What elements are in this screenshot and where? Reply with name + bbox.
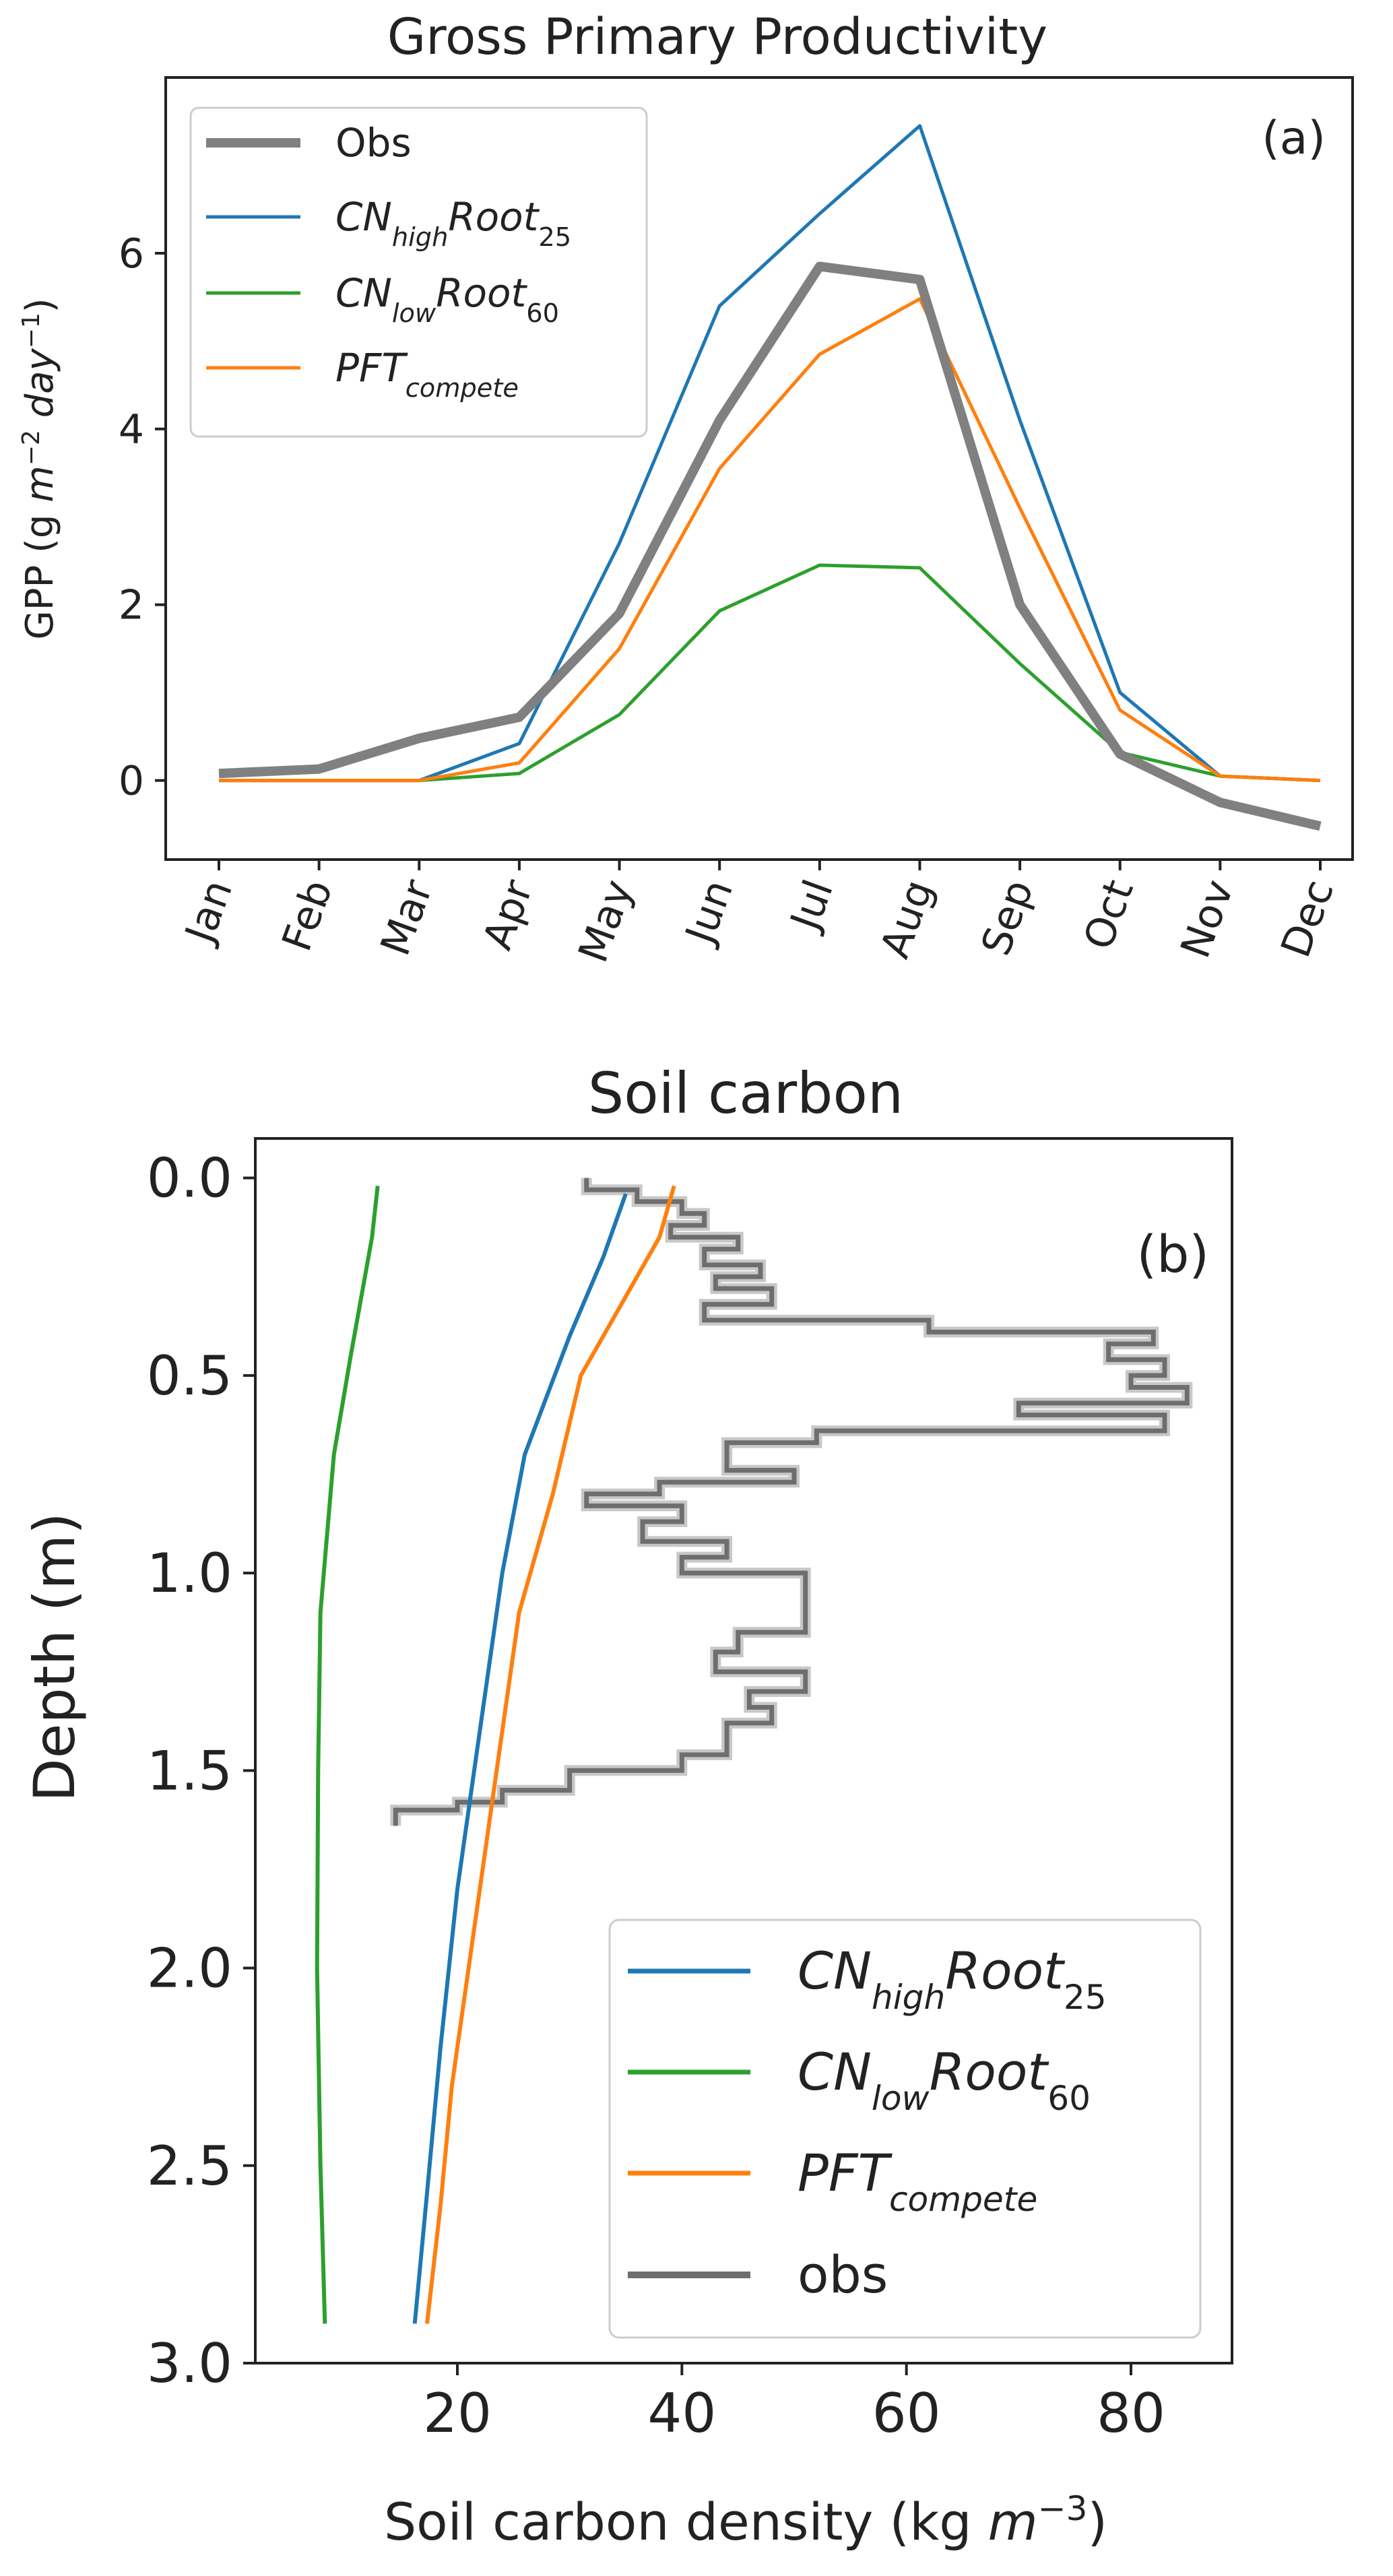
soil-legend-label-pft-compete: PFTcompete	[798, 2143, 1037, 2219]
gpp-y-label-sup1: −2	[18, 430, 45, 465]
gpp-x-tick-label-oct: Oct	[1075, 874, 1143, 955]
gpp-y-tick-label: 2	[119, 582, 144, 629]
soil-y-axis-label: Depth (m)	[22, 1512, 88, 1802]
soil-series-cn-high-root-25	[412, 1193, 628, 2324]
gpp-x-tick-label-jun: Jun	[676, 874, 742, 952]
soil-carbon-chart: Soil carbon 0.0 0.5 1.0 1.5 2.0 2.5 3.0 20 40 60…	[22, 1060, 1233, 2552]
soil-y-tick-label: 0.0	[147, 1147, 232, 1210]
soil-x-tick-label: 40	[647, 2382, 716, 2445]
soil-panel-label: (b)	[1136, 1224, 1209, 1284]
gpp-x-tick-label-feb: Feb	[273, 874, 342, 957]
soil-y-tick-label: 3.0	[147, 2332, 232, 2395]
soil-y-tick-label: 2.0	[147, 1937, 232, 2000]
gpp-legend-label-pft-compete: PFTcompete	[335, 345, 519, 404]
gpp-y-tick-label: 6	[119, 230, 144, 278]
gpp-legend-box	[189, 106, 648, 438]
gpp-x-tick-label-apr: Apr	[474, 874, 542, 956]
gpp-legend-label-cn-high-root-25: CNhighRoot25	[335, 194, 571, 253]
soil-line-pft-compete	[425, 1185, 676, 2324]
soil-x-tick-label: 20	[423, 2382, 492, 2445]
soil-x-label-suffix: )	[1087, 2492, 1107, 2552]
gpp-y-tick-label: 0	[119, 758, 144, 805]
gpp-y-label-suffix: )	[18, 298, 62, 313]
soil-line-cn-low-root-60	[315, 1186, 380, 2324]
gpp-x-tick-label-jan: Jan	[175, 874, 242, 951]
gpp-x-tick-label-nov: Nov	[1172, 874, 1243, 964]
soil-legend-label-obs: obs	[798, 2245, 888, 2305]
gpp-legend: Obs CNhighRoot25 CNlowRoot60 PFTcompete	[189, 106, 648, 438]
soil-x-axis-label: Soil carbon density (kg m−3)	[384, 2489, 1107, 2552]
soil-y-tick-label: 1.0	[147, 1542, 232, 1605]
gpp-legend-label-cn-low-root-60: CNlowRoot60	[335, 270, 559, 329]
soil-x-tick-label: 60	[872, 2382, 941, 2445]
soil-legend-box	[608, 1919, 1202, 2339]
soil-y-tick-label: 1.5	[147, 1739, 232, 1802]
soil-title: Soil carbon	[588, 1060, 903, 1126]
gpp-line-obs	[218, 261, 1322, 831]
gpp-x-tick-label-aug: Aug	[872, 874, 943, 964]
gpp-panel-label: (a)	[1262, 112, 1326, 165]
soil-plot-frame	[254, 1137, 1233, 2364]
gpp-y-label-unit2: day	[18, 348, 62, 418]
gpp-series-obs	[218, 261, 1322, 831]
gpp-chart: Gross Primary Productivity 0 2 4 6 Jan Feb Ma…	[18, 8, 1354, 969]
soil-line-obs	[393, 1178, 1190, 1826]
gpp-line-pft-compete	[219, 297, 1321, 783]
soil-series-pft-compete	[425, 1185, 676, 2324]
gpp-x-tick-label-may: May	[569, 874, 642, 969]
gpp-y-tick-label: 4	[119, 406, 144, 453]
gpp-x-tick-label-sep: Sep	[973, 874, 1043, 961]
gpp-y-label-unit: m	[18, 465, 62, 503]
soil-x-label-sup: −3	[1038, 2489, 1088, 2528]
soil-x-tick-label: 80	[1097, 2382, 1165, 2445]
soil-y-tick-label: 0.5	[147, 1345, 232, 1407]
soil-series-obs	[390, 1178, 1193, 1826]
soil-x-label-prefix: Soil carbon density (kg	[384, 2492, 988, 2552]
soil-line-cn-high-root-25	[412, 1193, 628, 2324]
gpp-plot-frame	[164, 76, 1354, 861]
soil-legend: CNhighRoot25 CNlowRoot60 PFTcompete obs	[608, 1919, 1202, 2339]
soil-legend-label-cn-high-root-25: CNhighRoot25	[798, 1941, 1107, 2017]
gpp-series-pft-compete	[219, 297, 1321, 783]
soil-series-cn-low-root-60	[315, 1186, 380, 2324]
gpp-y-label-prefix: GPP (g	[18, 503, 62, 640]
gpp-y-label-sup2: −1	[18, 313, 45, 348]
gpp-x-tick-label-jul: Jul	[781, 874, 843, 938]
gpp-x-tick-label-mar: Mar	[372, 874, 443, 962]
soil-y-tick-label: 2.5	[147, 2135, 232, 2197]
soil-x-label-unit: m	[988, 2492, 1038, 2552]
soil-legend-label-cn-low-root-60: CNlowRoot60	[798, 2042, 1091, 2118]
gpp-title: Gross Primary Productivity	[387, 8, 1047, 66]
gpp-y-axis-label: GPP (g m−2 day−1)	[18, 298, 63, 639]
gpp-legend-label-obs: Obs	[335, 120, 412, 166]
gpp-x-tick-label-dec: Dec	[1272, 874, 1343, 963]
